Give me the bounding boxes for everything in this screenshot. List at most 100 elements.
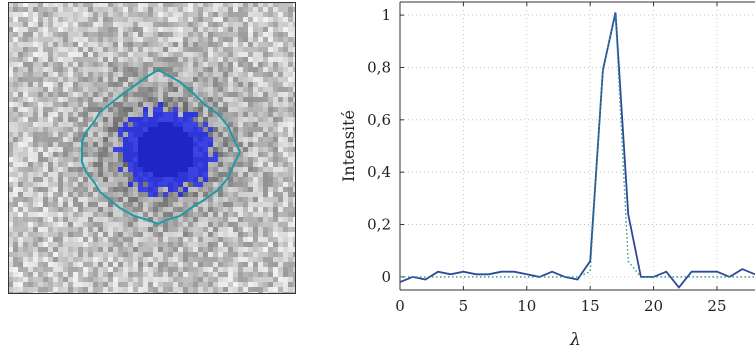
noise-pixel	[268, 37, 273, 42]
noise-pixel	[193, 222, 198, 227]
noise-pixel	[218, 82, 223, 87]
noise-pixel	[53, 102, 58, 107]
segmentation-pixel	[193, 122, 198, 127]
noise-pixel	[238, 247, 243, 252]
noise-pixel	[148, 237, 153, 242]
noise-pixel	[223, 237, 228, 242]
noise-pixel	[163, 282, 168, 287]
noise-pixel	[48, 227, 53, 232]
noise-pixel	[138, 97, 143, 102]
noise-pixel	[23, 62, 28, 67]
noise-pixel	[138, 67, 143, 72]
noise-pixel	[58, 137, 63, 142]
noise-pixel	[98, 32, 103, 37]
noise-pixel	[248, 217, 253, 222]
segmentation-pixel	[148, 117, 153, 122]
noise-pixel	[133, 277, 138, 282]
noise-pixel	[163, 212, 168, 217]
noise-pixel	[13, 282, 18, 287]
noise-pixel	[18, 202, 23, 207]
noise-pixel	[133, 227, 138, 232]
segmentation-pixel	[138, 167, 143, 172]
noise-pixel	[173, 102, 178, 107]
noise-pixel	[113, 252, 118, 257]
noise-pixel	[8, 282, 13, 287]
noise-pixel	[123, 257, 128, 262]
noise-pixel	[278, 217, 283, 222]
noise-pixel	[168, 192, 173, 197]
segmentation-pixel	[193, 127, 198, 132]
noise-pixel	[288, 217, 293, 222]
noise-pixel	[123, 262, 128, 267]
noise-pixel	[58, 142, 63, 147]
segmentation-pixel	[198, 127, 203, 132]
noise-pixel	[73, 167, 78, 172]
noise-pixel	[273, 252, 278, 257]
noise-pixel	[93, 32, 98, 37]
noise-pixel	[268, 77, 273, 82]
noise-pixel	[123, 162, 128, 167]
noise-pixel	[283, 232, 288, 237]
noise-pixel	[148, 42, 153, 47]
noise-pixel	[233, 102, 238, 107]
noise-pixel	[48, 282, 53, 287]
noise-pixel	[43, 57, 48, 62]
segmentation-pixel	[188, 127, 193, 132]
noise-pixel	[153, 262, 158, 267]
noise-pixel	[98, 112, 103, 117]
noise-pixel	[118, 117, 123, 122]
noise-pixel	[133, 247, 138, 252]
noise-pixel	[73, 87, 78, 92]
series-line-reference	[400, 14, 755, 278]
noise-pixel	[263, 267, 268, 272]
noise-pixel	[188, 22, 193, 27]
segmentation-pixel	[193, 162, 198, 167]
noise-pixel	[73, 207, 78, 212]
noise-pixel	[253, 162, 258, 167]
noise-pixel	[73, 77, 78, 82]
noise-pixel	[8, 152, 13, 157]
noise-pixel	[268, 47, 273, 52]
noise-pixel	[288, 42, 293, 47]
noise-pixel	[213, 87, 218, 92]
noise-pixel	[113, 7, 118, 12]
noise-pixel	[78, 152, 83, 157]
segmentation-pixel	[168, 137, 173, 142]
noise-pixel	[253, 232, 258, 237]
noise-pixel	[213, 227, 218, 232]
noise-pixel	[13, 227, 18, 232]
noise-pixel	[108, 282, 113, 287]
noise-pixel	[118, 82, 123, 87]
noise-pixel	[63, 277, 68, 282]
noise-pixel	[233, 272, 238, 277]
noise-pixel	[78, 282, 83, 287]
noise-pixel	[58, 187, 63, 192]
noise-pixel	[228, 87, 233, 92]
noise-pixel	[13, 162, 18, 167]
noise-pixel	[183, 47, 188, 52]
noise-pixel	[53, 82, 58, 87]
noise-pixel	[88, 57, 93, 62]
noise-pixel	[173, 87, 178, 92]
noise-pixel	[13, 177, 18, 182]
segmentation-pixel	[153, 187, 158, 192]
noise-pixel	[28, 172, 33, 177]
noise-pixel	[118, 192, 123, 197]
noise-pixel	[193, 77, 198, 82]
noise-pixel	[53, 172, 58, 177]
noise-pixel	[63, 27, 68, 32]
noise-pixel	[78, 202, 83, 207]
noise-pixel	[148, 242, 153, 247]
noise-pixel	[18, 102, 23, 107]
noise-pixel	[288, 117, 293, 122]
noise-pixel	[18, 107, 23, 112]
noise-pixel	[183, 262, 188, 267]
noise-pixel	[63, 57, 68, 62]
noise-pixel	[258, 177, 263, 182]
noise-pixel	[288, 92, 293, 97]
noise-pixel	[118, 42, 123, 47]
noise-pixel	[73, 267, 78, 272]
noise-pixel	[193, 207, 198, 212]
noise-pixel	[43, 277, 48, 282]
noise-pixel	[183, 237, 188, 242]
